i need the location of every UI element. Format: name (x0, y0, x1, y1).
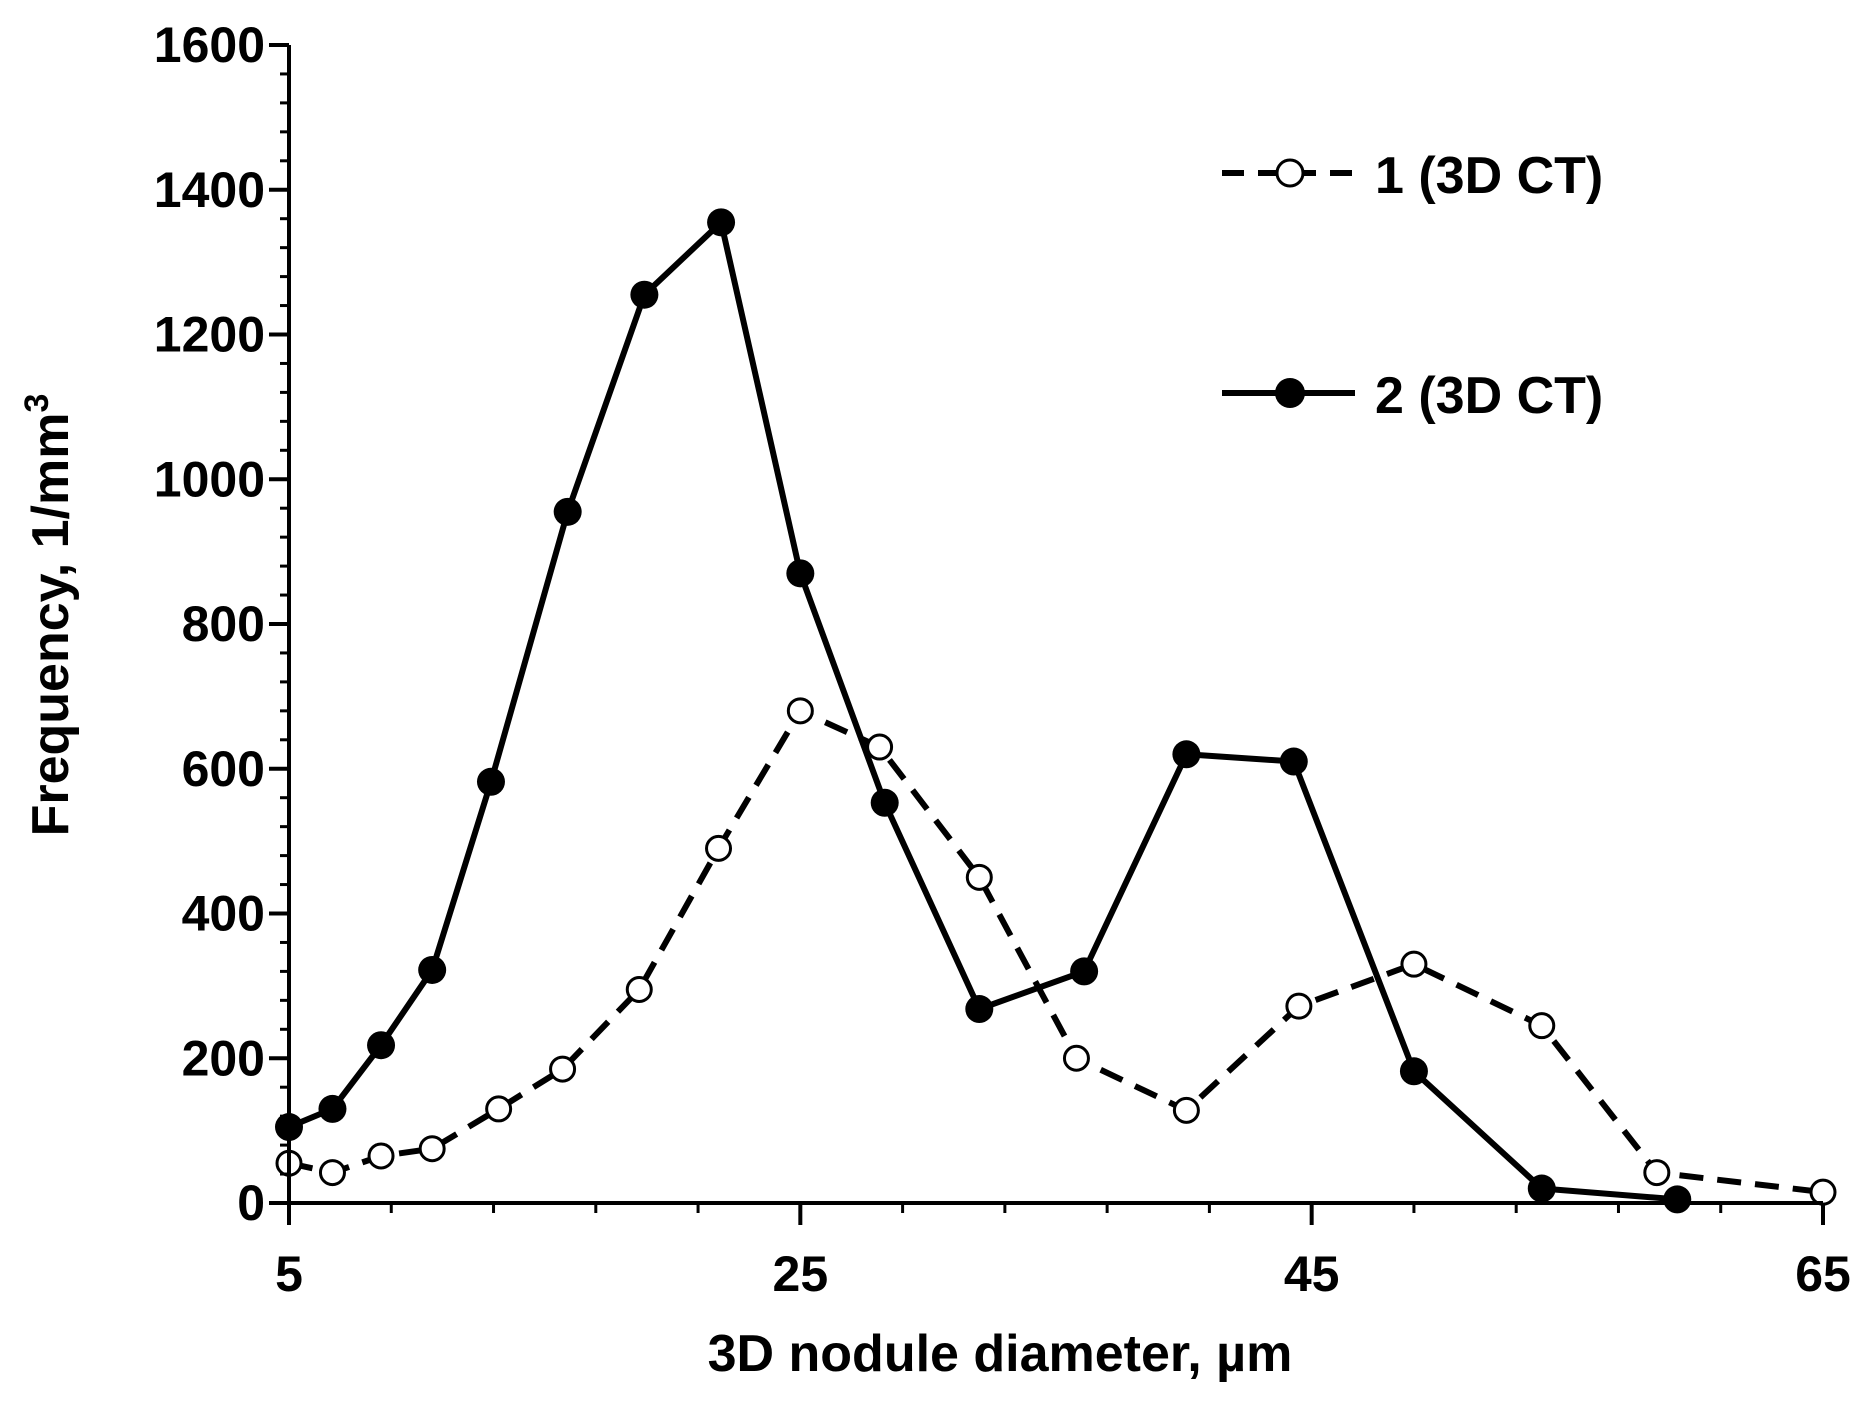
series-1-point (549, 1055, 577, 1083)
legend-marker-series-2 (1275, 378, 1305, 408)
series-1-point (1285, 992, 1313, 1020)
x-tick-label: 65 (1795, 1246, 1851, 1302)
series-2-point (476, 767, 505, 796)
y-tick-label: 600 (182, 741, 265, 797)
y-tick-label: 1400 (154, 162, 265, 218)
series-2-point (1399, 1057, 1428, 1086)
series-2-point (1070, 957, 1099, 986)
series-2-point (1663, 1185, 1692, 1214)
series-2-point (870, 788, 899, 817)
y-axis-title-superscript: 3 (18, 394, 56, 413)
series-1-point (1528, 1012, 1556, 1040)
y-tick-label: 800 (182, 596, 265, 652)
y-tick-label: 1600 (154, 17, 265, 73)
y-tick-label: 400 (182, 886, 265, 942)
series-1 (275, 697, 1837, 1206)
series-2-point (1279, 747, 1308, 776)
plot-area (275, 208, 1837, 1214)
x-tick-label: 5 (275, 1246, 303, 1302)
series-2-point (707, 208, 736, 237)
legend: 1 (3D CT) 2 (3D CT) (1222, 147, 1603, 425)
y-axis-title: Frequency, 1/mm3 (18, 394, 80, 837)
series-1-point (965, 863, 993, 891)
series-2-point (318, 1094, 347, 1123)
series-2-point (1172, 740, 1201, 769)
series-2-point (553, 497, 582, 526)
series-2-point (965, 995, 994, 1024)
series-1-point (786, 697, 814, 725)
series-1-point (418, 1135, 446, 1163)
series-2-point (367, 1031, 396, 1060)
series-1-point (705, 834, 733, 862)
y-tick-label: 1200 (154, 307, 265, 363)
series-1-point (866, 733, 894, 761)
series-1-point (367, 1142, 395, 1170)
series-1-point (1172, 1096, 1200, 1124)
series-1-point (1400, 950, 1428, 978)
x-axis-title: 3D nodule diameter, µm (708, 1325, 1293, 1383)
tick-labels: 0 200 400 600 800 1000 1200 1400 1600 5 25 45 65 (154, 17, 1851, 1302)
legend-item-series-2: 2 (3D CT) (1222, 367, 1603, 425)
series-1-point (1062, 1044, 1090, 1072)
series-1-point (1809, 1178, 1837, 1206)
series-1-line (288, 707, 1824, 1196)
series-2-point (1527, 1174, 1556, 1203)
series-2-point (630, 280, 659, 309)
legend-marker-series-1 (1275, 158, 1305, 188)
y-tick-label: 0 (237, 1175, 265, 1231)
series-1-point (318, 1159, 346, 1187)
series-2-point (418, 955, 447, 984)
series-1-point (485, 1095, 513, 1123)
axes (269, 43, 1825, 1225)
y-tick-label: 200 (182, 1030, 265, 1086)
legend-item-series-1: 1 (3D CT) (1222, 147, 1603, 205)
series-layer (275, 208, 1837, 1214)
legend-label-series-1: 1 (3D CT) (1375, 147, 1603, 205)
series-2 (275, 208, 1692, 1214)
x-tick-label: 25 (773, 1246, 829, 1302)
y-tick-label: 1000 (154, 451, 265, 507)
legend-label-series-2: 2 (3D CT) (1375, 367, 1603, 425)
series-1-point (625, 975, 653, 1003)
series-2-point (786, 559, 815, 588)
series-1-point (1643, 1159, 1671, 1187)
y-axis-title-text: Frequency, 1/mm (22, 413, 80, 837)
x-tick-label: 45 (1284, 1246, 1340, 1302)
